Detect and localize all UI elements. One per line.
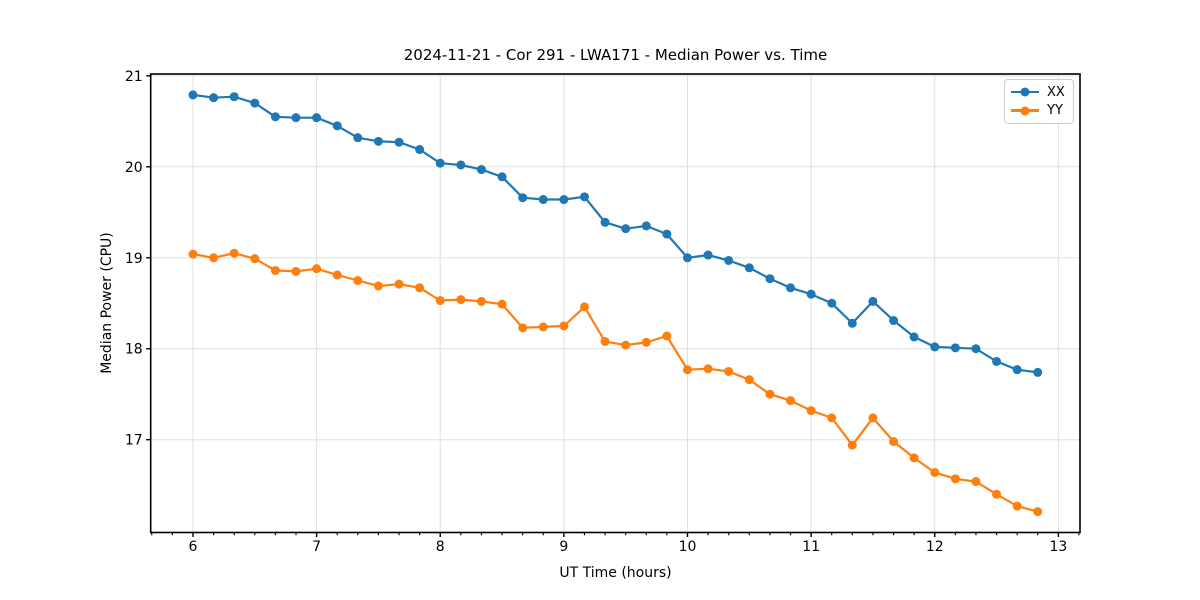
svg-text:17: 17 — [125, 433, 143, 449]
svg-text:19: 19 — [125, 251, 143, 267]
legend-item-yy: YY — [1011, 102, 1067, 121]
chart-title: 2024-11-21 - Cor 291 - LWA171 - Median P… — [403, 46, 828, 64]
svg-text:10: 10 — [679, 539, 697, 555]
legend-line-marker-xx — [1011, 87, 1039, 97]
svg-text:18: 18 — [125, 342, 143, 358]
legend: XX YY — [1004, 79, 1074, 124]
svg-text:12: 12 — [926, 539, 944, 555]
y-axis-label: Median Power (CPU) — [99, 232, 115, 374]
x-axis-label: UT Time (hours) — [559, 565, 672, 581]
legend-item-xx: XX — [1011, 83, 1067, 102]
legend-label-yy: YY — [1047, 103, 1063, 119]
legend-line-marker-yy — [1011, 106, 1039, 116]
svg-text:13: 13 — [1049, 539, 1067, 555]
svg-text:11: 11 — [802, 539, 820, 555]
svg-text:20: 20 — [125, 160, 143, 176]
svg-text:9: 9 — [559, 539, 568, 555]
svg-text:7: 7 — [312, 539, 321, 555]
svg-text:21: 21 — [125, 69, 143, 85]
legend-label-xx: XX — [1047, 84, 1065, 100]
svg-text:6: 6 — [189, 539, 198, 555]
svg-text:8: 8 — [436, 539, 445, 555]
